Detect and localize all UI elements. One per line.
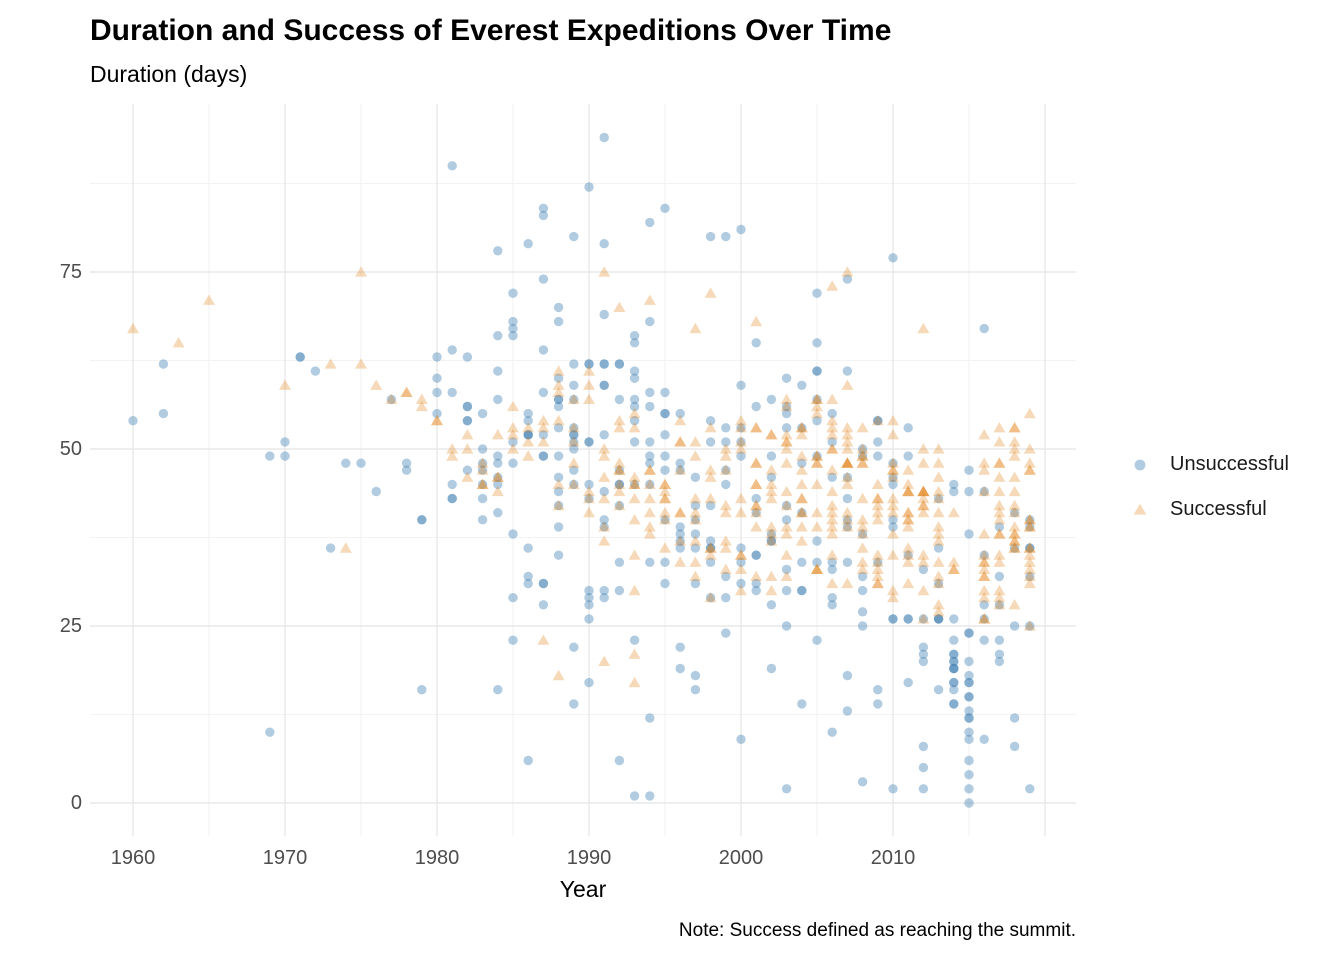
x-axis-title: Year [559, 876, 607, 902]
x-tick-label: 1970 [262, 847, 308, 869]
y-tick-label: 0 [70, 792, 82, 814]
y-tick-label: 50 [59, 438, 82, 460]
legend: Unsuccessful Successful [1116, 448, 1289, 538]
y-tick-label: 25 [59, 615, 82, 637]
legend-item-unsuccessful: Unsuccessful [1116, 448, 1289, 480]
panel [90, 104, 1076, 836]
x-tick-label: 2010 [870, 847, 916, 869]
x-tick-label: 2000 [718, 847, 764, 869]
legend-label-successful: Successful [1170, 497, 1267, 520]
series-unsuccessful [128, 132, 1035, 808]
chart-caption: Note: Success defined as reaching the su… [678, 920, 1076, 941]
series-successful [127, 266, 1036, 688]
legend-item-successful: Successful [1116, 493, 1289, 525]
x-tick-label: 1990 [566, 847, 612, 869]
y-axis-title: Duration (days) [90, 61, 248, 87]
x-tick-label: 1980 [414, 847, 460, 869]
unsuccessful-circle-icon [1134, 459, 1146, 471]
y-tick-label: 75 [59, 261, 82, 283]
chart-title: Duration and Success of Everest Expediti… [90, 14, 892, 47]
x-tick-label: 1960 [110, 847, 156, 869]
successful-triangle-icon [1133, 503, 1147, 515]
legend-label-unsuccessful: Unsuccessful [1170, 452, 1289, 475]
